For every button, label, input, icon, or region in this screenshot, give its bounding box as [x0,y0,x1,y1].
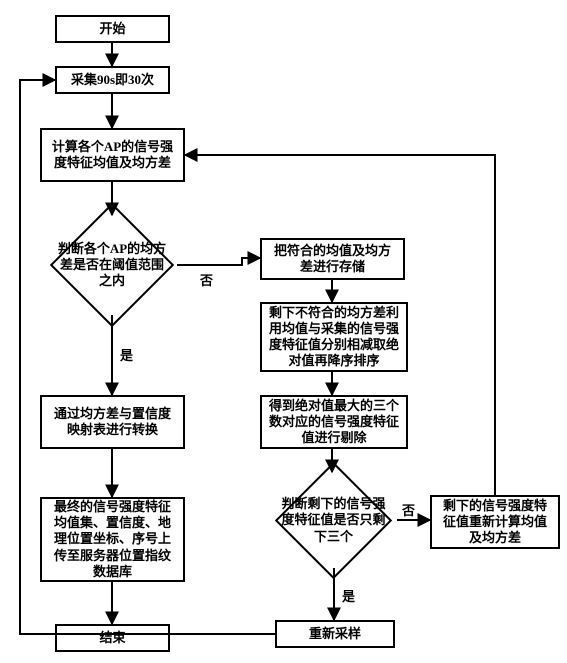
edge-label-11: 否 [402,500,415,519]
node-upload-label: 最终的信号强度特征均值集、置信度、地理位置坐标、序号上传至服务器位置指纹数据库 [48,499,177,580]
node-upload: 最终的信号强度特征均值集、置信度、地理位置坐标、序号上传至服务器位置指纹数据库 [40,497,185,582]
node-decision-threshold: 判断各个AP的均方差是否在阈值范围之内 [47,200,177,330]
node-recalc: 剩下的信号强度特征值重新计算均值及均方差 [430,495,560,549]
node-calc-label: 计算各个AP的信号强度特征均值及均方差 [48,139,177,172]
node-resample: 重新采样 [275,620,395,648]
node-convert: 通过均方差与置信度映射表进行转换 [40,395,185,449]
node-sample-label: 采集90s即30次 [71,72,154,88]
edge-6 [177,258,260,265]
node-start-label: 开始 [99,21,125,37]
node-end-label: 结束 [99,630,125,646]
node-delete-label: 得到绝对值最大的三个数对应的信号强度特征值进行剔除 [268,398,400,447]
flowchart-canvas: 开始 采集90s即30次 计算各个AP的信号强度特征均值及均方差 判断各个AP的… [0,0,567,663]
node-sample: 采集90s即30次 [55,66,170,94]
node-calc: 计算各个AP的信号强度特征均值及均方差 [40,128,185,182]
node-convert-label: 通过均方差与置信度映射表进行转换 [48,406,177,439]
edge-label-6: 否 [200,270,213,289]
node-recalc-label: 剩下的信号强度特征值重新计算均值及均方差 [438,498,552,547]
node-delete: 得到绝对值最大的三个数对应的信号强度特征值进行剔除 [260,395,408,449]
node-store: 把符合的均值及均方差进行存储 [260,238,405,280]
node-store-label: 把符合的均值及均方差进行存储 [268,243,397,276]
node-decision-three-left-label: 判断剩下的信号强度特征值是否只剩下三个 [276,496,391,545]
edge-label-3: 是 [120,345,133,364]
edge-label-10: 是 [342,586,355,605]
node-sort: 剩下不符合的均方差利用均值与采集的信号强度特征值分别相减取绝对值再降序排序 [260,302,408,372]
node-sort-label: 剩下不符合的均方差利用均值与采集的信号强度特征值分别相减取绝对值再降序排序 [268,305,400,370]
node-start: 开始 [55,15,170,43]
node-decision-threshold-label: 判断各个AP的均方差是否在阈值范围之内 [54,241,170,290]
node-resample-label: 重新采样 [309,626,361,642]
node-end: 结束 [55,624,170,652]
node-decision-three-left: 判断剩下的信号强度特征值是否只剩下三个 [271,458,396,583]
